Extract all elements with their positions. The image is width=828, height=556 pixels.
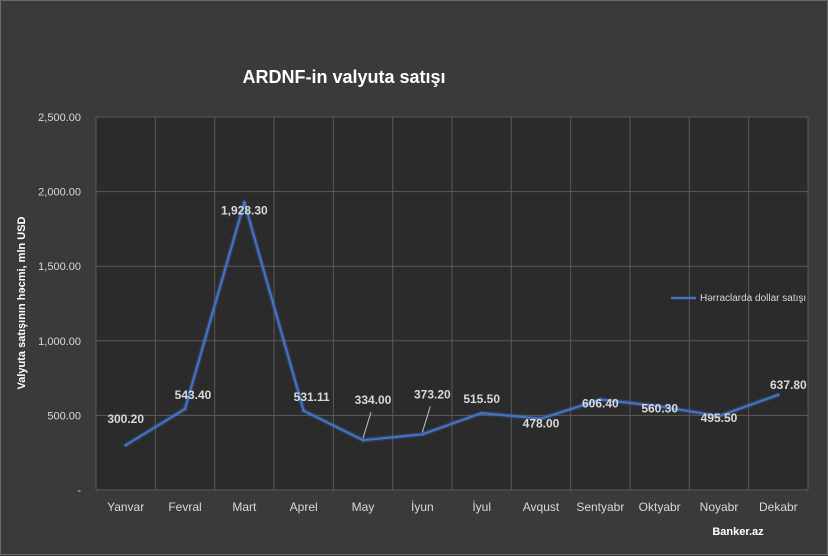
data-label: 300.20 (107, 412, 144, 426)
data-label: 495.50 (701, 411, 738, 425)
leader-line (362, 412, 372, 439)
data-label: 531.11 (294, 390, 330, 404)
data-labels: 300.20 543.40 1,928.30 531.11 334.00 373.20 51… (107, 203, 807, 439)
x-tick-label: Mart (232, 500, 257, 514)
y-tick-label: 1,500.00 (38, 261, 81, 273)
data-label: 543.40 (175, 388, 212, 402)
legend-entry: Hərraclarda dollar satışı (700, 293, 806, 304)
data-point[interactable] (242, 200, 246, 204)
data-point[interactable] (361, 438, 365, 442)
data-point[interactable] (539, 417, 543, 421)
data-point[interactable] (420, 432, 424, 436)
y-tick-label: 2,000.00 (38, 187, 81, 199)
y-axis-label: Valyuta satışının həcmi, mln USD (16, 216, 28, 389)
chart-title: ARDNF-in valyuta satışı (242, 67, 445, 87)
data-label: 515.50 (463, 392, 500, 406)
y-tick-label: 2,500.00 (38, 112, 81, 124)
x-tick-label: İyun (411, 500, 434, 514)
data-point[interactable] (717, 414, 721, 418)
data-label: 560.30 (641, 401, 678, 415)
data-point[interactable] (480, 411, 484, 415)
legend[interactable]: Hərraclarda dollar satışı (671, 293, 806, 304)
x-tick-label: Fevral (168, 500, 201, 514)
y-tick-label: 1,000.00 (38, 336, 81, 348)
x-tick-label: Oktyabr (639, 500, 681, 514)
x-tick-label: Yanvar (107, 500, 144, 514)
data-point[interactable] (124, 443, 128, 447)
y-axis-ticks: - 500.00 1,000.00 1,500.00 2,000.00 2,500.00 (38, 112, 81, 497)
x-tick-label: Aprel (290, 500, 318, 514)
data-label: 637.80 (770, 378, 807, 392)
x-tick-label: Avqust (523, 500, 560, 514)
y-tick-label: 500.00 (47, 410, 81, 422)
x-tick-label: Dekabr (759, 500, 798, 514)
data-point[interactable] (658, 404, 662, 408)
x-axis-ticks: Yanvar Fevral Mart Aprel May İyun İyul Avqust Se… (107, 500, 798, 514)
data-label: 334.00 (355, 393, 392, 407)
series-line (125, 201, 779, 447)
data-point[interactable] (183, 407, 187, 411)
x-tick-label: Noyabr (700, 500, 739, 514)
data-label: 1,928.30 (221, 203, 268, 217)
data-point[interactable] (598, 398, 602, 402)
data-point[interactable] (302, 409, 306, 413)
x-tick-label: İyul (472, 500, 491, 514)
data-label: 478.00 (523, 417, 560, 431)
data-label: 606.40 (582, 397, 619, 411)
y-tick-label: - (77, 485, 81, 497)
x-tick-label: May (352, 500, 375, 514)
leader-line (421, 406, 431, 433)
data-label: 373.20 (414, 387, 451, 401)
x-tick-label: Sentyabr (576, 500, 624, 514)
source-credit: Banker.az (712, 526, 764, 538)
data-point[interactable] (776, 393, 780, 397)
series-group (124, 199, 780, 448)
